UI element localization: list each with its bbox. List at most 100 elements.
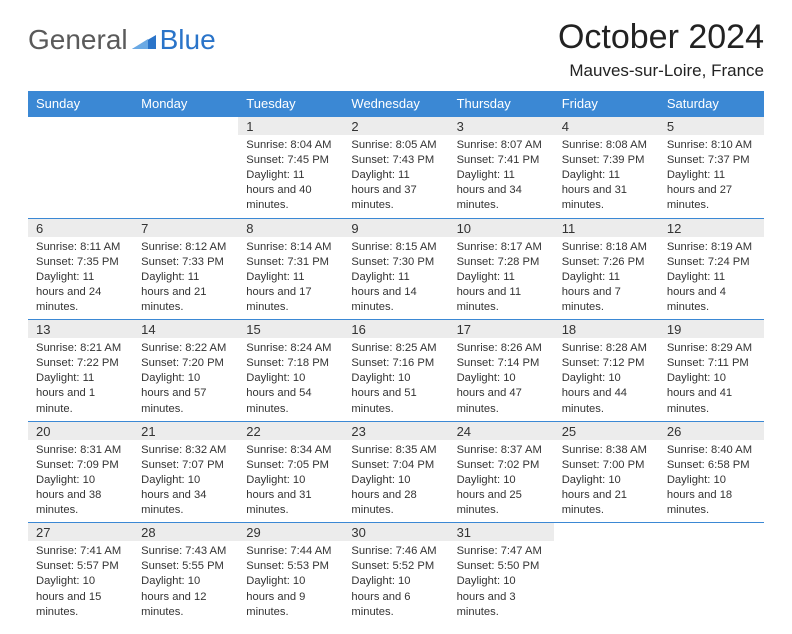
sunset-text: Sunset: 7:26 PM [562, 255, 651, 270]
day-number: 9 [343, 219, 448, 237]
day-number: 15 [238, 320, 343, 338]
calendar-cell: 31 Sunrise: 7:47 AMSunset: 5:50 PMDayligh… [449, 523, 554, 624]
sunset-text: Sunset: 7:33 PM [141, 255, 230, 270]
day-details: Sunrise: 8:25 AMSunset: 7:16 PMDaylight:… [343, 338, 448, 421]
sunrise-text: Sunrise: 8:19 AM [667, 240, 756, 255]
daylight-text: Daylight: 10 hours and 28 minutes. [351, 473, 440, 518]
col-friday: Friday [554, 91, 659, 117]
sunrise-text: Sunrise: 7:47 AM [457, 544, 546, 559]
sunrise-text: Sunrise: 8:34 AM [246, 443, 335, 458]
day-number: 29 [238, 523, 343, 541]
day-details: Sunrise: 8:21 AMSunset: 7:22 PMDaylight:… [28, 338, 133, 421]
daylight-text: Daylight: 10 hours and 51 minutes. [351, 371, 440, 416]
sunset-text: Sunset: 7:07 PM [141, 458, 230, 473]
calendar-cell: 22 Sunrise: 8:34 AMSunset: 7:05 PMDayligh… [238, 421, 343, 523]
daylight-text: Daylight: 11 hours and 11 minutes. [457, 270, 546, 315]
calendar-cell: 30Sunrise: 7:46 AMSunset: 5:52 PMDayligh… [343, 523, 448, 624]
sunrise-text: Sunrise: 8:12 AM [141, 240, 230, 255]
daylight-text: Daylight: 10 hours and 15 minutes. [36, 574, 125, 619]
day-number: 23 [343, 422, 448, 440]
daylight-text: Daylight: 10 hours and 21 minutes. [562, 473, 651, 518]
sunset-text: Sunset: 7:39 PM [562, 153, 651, 168]
day-number: 24 [449, 422, 554, 440]
brand-word-1: General [28, 24, 128, 56]
day-number: 10 [449, 219, 554, 237]
day-number: 22 [238, 422, 343, 440]
daylight-text: Daylight: 10 hours and 3 minutes. [457, 574, 546, 619]
calendar-cell: 7Sunrise: 8:12 AMSunset: 7:33 PMDaylight… [133, 218, 238, 320]
day-details: Sunrise: 8:18 AMSunset: 7:26 PMDaylight:… [554, 237, 659, 320]
day-number: 30 [343, 523, 448, 541]
col-sunday: Sunday [28, 91, 133, 117]
daylight-text: Daylight: 10 hours and 41 minutes. [667, 371, 756, 416]
daylight-text: Daylight: 11 hours and 17 minutes. [246, 270, 335, 315]
calendar-cell: 20Sunrise: 8:31 AMSunset: 7:09 PMDayligh… [28, 421, 133, 523]
daylight-text: Daylight: 11 hours and 24 minutes. [36, 270, 125, 315]
day-number: 13 [28, 320, 133, 338]
calendar-cell [133, 117, 238, 219]
day-number: 5 [659, 117, 764, 135]
day-number: 21 [133, 422, 238, 440]
day-details: Sunrise: 8:28 AMSunset: 7:12 PMDaylight:… [554, 338, 659, 421]
day-number: 2 [343, 117, 448, 135]
calendar-cell [554, 523, 659, 624]
calendar-cell: 25Sunrise: 8:38 AMSunset: 7:00 PMDayligh… [554, 421, 659, 523]
sunset-text: Sunset: 5:55 PM [141, 559, 230, 574]
col-saturday: Saturday [659, 91, 764, 117]
sunset-text: Sunset: 5:50 PM [457, 559, 546, 574]
sunset-text: Sunset: 7:09 PM [36, 458, 125, 473]
calendar-cell: 5Sunrise: 8:10 AMSunset: 7:37 PMDaylight… [659, 117, 764, 219]
sunset-text: Sunset: 7:28 PM [457, 255, 546, 270]
calendar-cell: 8Sunrise: 8:14 AMSunset: 7:31 PMDaylight… [238, 218, 343, 320]
day-details: Sunrise: 8:11 AMSunset: 7:35 PMDaylight:… [28, 237, 133, 320]
day-details: Sunrise: 8:04 AMSunset: 7:45 PMDaylight:… [238, 135, 343, 218]
sunset-text: Sunset: 6:58 PM [667, 458, 756, 473]
day-details: Sunrise: 8:40 AMSunset: 6:58 PMDaylight:… [659, 440, 764, 523]
day-number: 7 [133, 219, 238, 237]
brand-triangle-icon [132, 24, 156, 56]
calendar-cell: 6Sunrise: 8:11 AMSunset: 7:35 PMDaylight… [28, 218, 133, 320]
daylight-text: Daylight: 10 hours and 54 minutes. [246, 371, 335, 416]
calendar-cell [28, 117, 133, 219]
sunrise-text: Sunrise: 7:43 AM [141, 544, 230, 559]
sunset-text: Sunset: 7:16 PM [351, 356, 440, 371]
calendar-row: 6Sunrise: 8:11 AMSunset: 7:35 PMDaylight… [28, 218, 764, 320]
calendar-cell: 24Sunrise: 8:37 AMSunset: 7:02 PMDayligh… [449, 421, 554, 523]
sunset-text: Sunset: 7:43 PM [351, 153, 440, 168]
day-details: Sunrise: 8:19 AMSunset: 7:24 PMDaylight:… [659, 237, 764, 320]
daylight-text: Daylight: 10 hours and 31 minutes. [246, 473, 335, 518]
sunrise-text: Sunrise: 8:32 AM [141, 443, 230, 458]
day-details: Sunrise: 8:22 AMSunset: 7:20 PMDaylight:… [133, 338, 238, 421]
calendar-cell: 4Sunrise: 8:08 AMSunset: 7:39 PMDaylight… [554, 117, 659, 219]
daylight-text: Daylight: 10 hours and 57 minutes. [141, 371, 230, 416]
day-number: 19 [659, 320, 764, 338]
day-details: Sunrise: 7:46 AMSunset: 5:52 PMDaylight:… [343, 541, 448, 624]
calendar-cell: 17Sunrise: 8:26 AMSunset: 7:14 PMDayligh… [449, 320, 554, 422]
sunset-text: Sunset: 7:41 PM [457, 153, 546, 168]
calendar-cell: 18Sunrise: 8:28 AMSunset: 7:12 PMDayligh… [554, 320, 659, 422]
day-details: Sunrise: 8:15 AMSunset: 7:30 PMDaylight:… [343, 237, 448, 320]
sunrise-text: Sunrise: 8:21 AM [36, 341, 125, 356]
daylight-text: Daylight: 10 hours and 18 minutes. [667, 473, 756, 518]
sunrise-text: Sunrise: 8:25 AM [351, 341, 440, 356]
calendar-cell: 2Sunrise: 8:05 AMSunset: 7:43 PMDaylight… [343, 117, 448, 219]
day-details: Sunrise: 8:32 AMSunset: 7:07 PMDaylight:… [133, 440, 238, 523]
day-number: 20 [28, 422, 133, 440]
sunrise-text: Sunrise: 8:37 AM [457, 443, 546, 458]
daylight-text: Daylight: 11 hours and 1 minute. [36, 371, 125, 416]
calendar-table: Sunday Monday Tuesday Wednesday Thursday… [28, 91, 764, 624]
calendar-cell: 28Sunrise: 7:43 AMSunset: 5:55 PMDayligh… [133, 523, 238, 624]
calendar-cell: 12Sunrise: 8:19 AMSunset: 7:24 PMDayligh… [659, 218, 764, 320]
sunset-text: Sunset: 7:05 PM [246, 458, 335, 473]
daylight-text: Daylight: 11 hours and 27 minutes. [667, 168, 756, 213]
day-number: 31 [449, 523, 554, 541]
sunset-text: Sunset: 7:04 PM [351, 458, 440, 473]
page-header: General Blue October 2024 Mauves-sur-Loi… [28, 18, 764, 81]
daylight-text: Daylight: 11 hours and 34 minutes. [457, 168, 546, 213]
daylight-text: Daylight: 10 hours and 25 minutes. [457, 473, 546, 518]
day-details: Sunrise: 8:17 AMSunset: 7:28 PMDaylight:… [449, 237, 554, 320]
calendar-cell: 19Sunrise: 8:29 AMSunset: 7:11 PMDayligh… [659, 320, 764, 422]
sunrise-text: Sunrise: 7:44 AM [246, 544, 335, 559]
sunrise-text: Sunrise: 8:07 AM [457, 138, 546, 153]
location-subtitle: Mauves-sur-Loire, France [558, 61, 764, 81]
